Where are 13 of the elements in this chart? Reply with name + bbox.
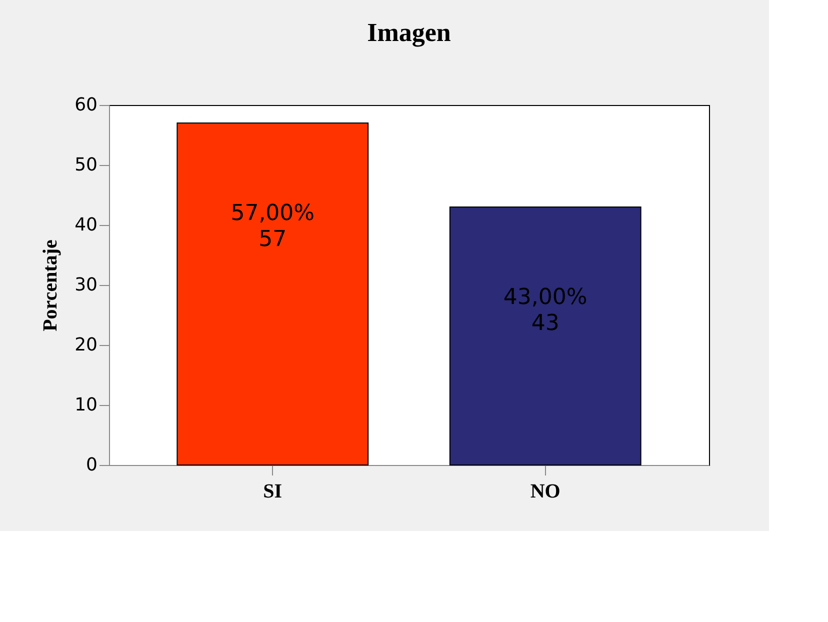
y-tick-label: 30: [74, 274, 98, 296]
y-tick-label: 40: [74, 214, 98, 236]
chart-title: Imagen: [367, 18, 452, 47]
x-tick-label: SI: [263, 480, 282, 502]
y-axis-title: Porcentaje: [40, 239, 62, 332]
y-tick-label: 10: [74, 394, 98, 416]
y-tick-label: 50: [74, 154, 98, 176]
data-label: 57,00% 57: [230, 201, 315, 252]
y-tick-label: 20: [74, 334, 98, 356]
x-tick-label: NO: [530, 480, 560, 502]
data-label: 43,00% 43: [503, 285, 588, 336]
y-tick-label: 60: [74, 94, 98, 116]
y-tick-label: 0: [86, 454, 98, 476]
